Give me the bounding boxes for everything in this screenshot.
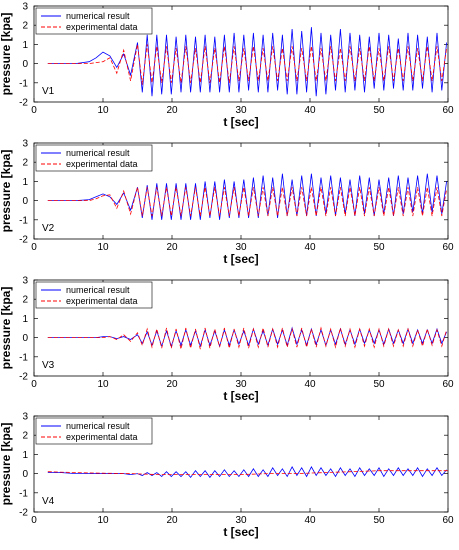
series-group — [47, 326, 447, 350]
legend-box — [35, 281, 153, 309]
legend-label: numerical result — [66, 285, 130, 295]
panel-v4: 0 10 20 30 40 50 60 -2 -1 0 1 2 3 t [sec] pressure [kp… — [0, 412, 454, 540]
y-tick-label: 2 — [22, 158, 28, 169]
y-tick-label: -1 — [19, 488, 28, 499]
legend-label: experimental data — [66, 159, 138, 169]
legend-box — [35, 144, 153, 172]
x-tick-label: 0 — [31, 379, 37, 390]
y-tick-label: 2 — [22, 21, 28, 32]
y-tick-label: 0 — [22, 333, 28, 344]
x-tick-label: 60 — [442, 105, 454, 116]
y-tick-label: -2 — [19, 98, 28, 109]
legend-box — [35, 417, 153, 445]
series-group — [47, 466, 448, 479]
x-axis-label: t [sec] — [223, 389, 258, 403]
y-axis-label: pressure [kpa] — [0, 13, 13, 96]
x-axis-label: t [sec] — [223, 115, 258, 129]
panel-label: V3 — [42, 360, 55, 371]
x-tick-label: 0 — [31, 242, 37, 253]
y-tick-label: 1 — [22, 177, 28, 188]
legend-label: experimental data — [66, 432, 138, 442]
y-tick-label: -2 — [19, 235, 28, 246]
x-tick-label: 20 — [166, 242, 178, 253]
y-tick-label: -1 — [19, 352, 28, 363]
x-tick-label: 40 — [304, 379, 316, 390]
y-tick-label: -2 — [19, 372, 28, 383]
experimental-data-line — [47, 326, 447, 350]
y-tick-label: 1 — [22, 314, 28, 325]
y-tick-label: -2 — [19, 508, 28, 519]
panel-v2: 0 10 20 30 40 50 60 -2 -1 0 1 2 3 t [sec] pressure [kp… — [0, 139, 454, 267]
x-tick-label: 60 — [442, 242, 454, 253]
y-axis-label: pressure [kpa] — [0, 287, 13, 370]
y-tick-label: -1 — [19, 78, 28, 89]
panel-label: V4 — [42, 496, 55, 507]
panel-label: V1 — [42, 86, 55, 97]
x-tick-label: 30 — [235, 379, 247, 390]
y-axis-label: pressure [kpa] — [0, 150, 13, 233]
series-group — [47, 27, 447, 97]
x-tick-label: 50 — [373, 242, 385, 253]
x-tick-label: 50 — [373, 515, 385, 526]
legend-box — [35, 7, 153, 35]
x-tick-label: 10 — [97, 379, 109, 390]
y-tick-label: 3 — [22, 2, 28, 13]
x-tick-label: 20 — [166, 105, 178, 116]
x-tick-label: 10 — [97, 242, 109, 253]
y-tick-label: 3 — [22, 412, 28, 423]
experimental-data-line — [47, 187, 447, 217]
x-tick-label: 10 — [97, 105, 109, 116]
x-axis-label: t [sec] — [223, 252, 258, 266]
x-tick-label: 40 — [304, 105, 316, 116]
x-tick-label: 50 — [373, 379, 385, 390]
legend-label: numerical result — [66, 148, 130, 158]
x-tick-label: 0 — [31, 515, 37, 526]
legend-label: experimental data — [66, 22, 138, 32]
experimental-data-line — [47, 470, 448, 476]
x-tick-label: 10 — [97, 515, 109, 526]
panel-v1: 0 10 20 30 40 50 60 -2 -1 0 1 2 3 t [sec] pressure [kp… — [0, 2, 454, 130]
y-tick-label: 1 — [22, 40, 28, 51]
x-tick-label: 40 — [304, 515, 316, 526]
y-tick-label: 2 — [22, 295, 28, 306]
x-tick-label: 0 — [31, 105, 37, 116]
numerical-result-line — [47, 466, 447, 479]
x-tick-label: 60 — [442, 379, 454, 390]
y-tick-label: 2 — [22, 431, 28, 442]
y-tick-label: 0 — [22, 196, 28, 207]
x-tick-label: 60 — [442, 515, 454, 526]
x-tick-label: 30 — [235, 242, 247, 253]
y-tick-label: 0 — [22, 59, 28, 70]
x-tick-label: 20 — [166, 515, 178, 526]
y-tick-label: 3 — [22, 139, 28, 150]
legend-label: numerical result — [66, 421, 130, 431]
experimental-data-line — [47, 44, 447, 85]
x-tick-label: 30 — [235, 515, 247, 526]
x-tick-label: 20 — [166, 379, 178, 390]
y-tick-label: 3 — [22, 276, 28, 287]
legend-label: experimental data — [66, 296, 138, 306]
y-tick-label: 0 — [22, 469, 28, 480]
x-tick-label: 50 — [373, 105, 385, 116]
panel-v3: 0 10 20 30 40 50 60 -2 -1 0 1 2 3 t [sec] pressure [kp… — [0, 276, 454, 404]
x-tick-label: 40 — [304, 242, 316, 253]
y-tick-label: -1 — [19, 215, 28, 226]
y-axis-label: pressure [kpa] — [0, 423, 13, 506]
panel-label: V2 — [42, 223, 55, 234]
legend-label: numerical result — [66, 11, 130, 21]
y-tick-label: 1 — [22, 450, 28, 461]
x-axis-label: t [sec] — [223, 525, 258, 539]
x-tick-label: 30 — [235, 105, 247, 116]
series-group — [47, 173, 447, 220]
